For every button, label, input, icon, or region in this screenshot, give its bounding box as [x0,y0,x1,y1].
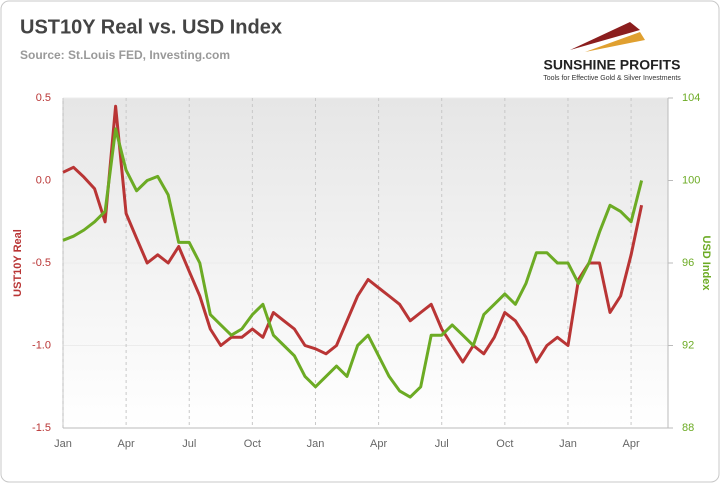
y-tick-label: 0.0 [36,174,51,186]
y-axis-title: UST10Y Real [12,229,24,297]
logo-swoosh [585,32,645,52]
x-tick-label: Jul [182,438,196,450]
logo-name: SUNSHINE PROFITS [544,57,681,73]
series-line [62,127,644,399]
x-tick-label: Jan [307,438,325,450]
y2-tick-label: 104 [682,92,700,104]
y2-tick-label: 100 [682,174,700,186]
x-tick-label: Oct [244,438,261,450]
x-tick-label: Apr [118,438,135,450]
y2-tick-label: 88 [682,422,694,434]
y2-tick-label: 96 [682,257,694,269]
x-tick-label: Apr [623,438,640,450]
logo-tagline: Tools for Effective Gold & Silver Invest… [543,75,681,82]
y-tick-label: 0.5 [36,92,51,104]
y-tick-label: -1.0 [32,339,51,351]
chart-title: UST10Y Real vs. USD Index [20,16,282,38]
logo: SUNSHINE PROFITS Tools for Effective Gol… [543,22,681,82]
x-tick-label: Jul [435,438,449,450]
logo-swoosh [570,22,640,50]
x-tick-label: Jan [559,438,577,450]
x-tick-label: Jan [54,438,72,450]
subtitle: Source: St.Louis FED, Investing.com [20,48,230,62]
x-tick-label: Apr [370,438,387,450]
y2-axis-title: USD Index [700,235,712,291]
x-tick-label: Oct [496,438,513,450]
y-tick-label: -1.5 [32,422,51,434]
series-line [62,104,644,364]
y2-tick-label: 92 [682,339,694,351]
y-tick-label: -0.5 [32,257,51,269]
